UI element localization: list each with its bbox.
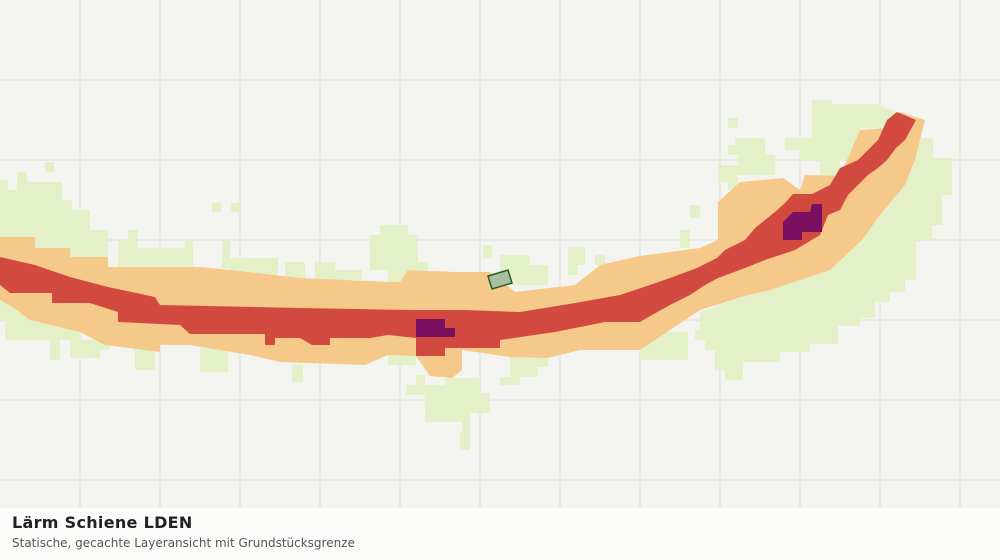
parcel-boundary: [487, 269, 513, 290]
legend-panel: Lärm Schiene LDEN Statische, gecachte La…: [0, 508, 1000, 560]
layer-subtitle: Statische, gecachte Layeransicht mit Gru…: [12, 536, 355, 550]
map-canvas: [0, 0, 1000, 508]
layer-title: Lärm Schiene LDEN: [12, 513, 193, 532]
noise-zone-very-high: [416, 204, 822, 337]
noise-zone-high: [0, 112, 916, 356]
